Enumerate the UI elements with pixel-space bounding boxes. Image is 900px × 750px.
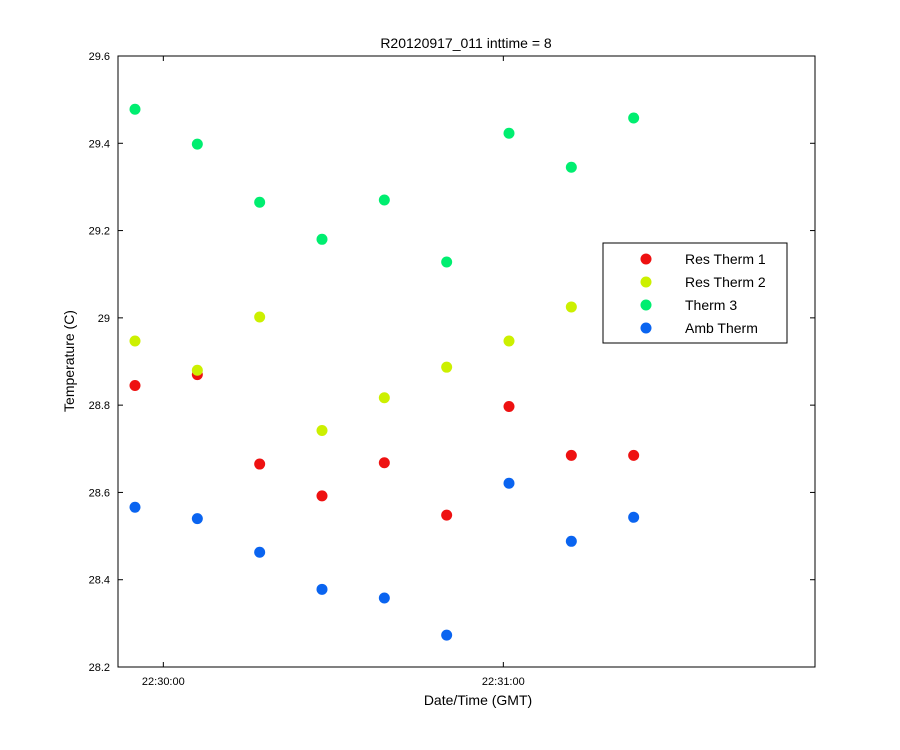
chart-title: R20120917_011 inttime = 8 (380, 35, 552, 51)
legend: Res Therm 1 Res Therm 2 Therm 3 Amb Therm (602, 242, 788, 344)
data-point (441, 361, 453, 373)
data-point (129, 380, 141, 392)
legend-label: Therm 3 (685, 297, 737, 313)
legend-label: Res Therm 2 (685, 274, 766, 290)
data-point (503, 400, 515, 412)
data-point (191, 364, 203, 376)
data-point (316, 583, 328, 595)
data-point (628, 511, 640, 523)
data-point (129, 335, 141, 347)
data-point (565, 449, 577, 461)
data-point (254, 311, 266, 323)
legend-label: Res Therm 1 (685, 251, 766, 267)
legend-marker (640, 299, 652, 311)
data-point (441, 256, 453, 268)
data-point (378, 194, 390, 206)
y-tick-label: 29 (98, 313, 110, 325)
y-tick-label: 29.4 (89, 138, 110, 150)
data-point (191, 513, 203, 525)
data-point (129, 501, 141, 513)
x-tick-label: 22:31:00 (482, 676, 525, 688)
y-tick-label: 29.6 (89, 51, 110, 63)
plot-area (117, 55, 816, 668)
y-tick-label: 28.4 (89, 575, 110, 587)
series-res-therm-2 (129, 301, 577, 436)
data-point (378, 592, 390, 604)
series-therm-3 (129, 103, 640, 268)
y-axis: 28.2 28.4 28.6 28.8 29 29.2 29.4 29.6 (89, 51, 815, 674)
data-point (503, 477, 515, 489)
x-axis-title: Date/Time (GMT) (424, 692, 532, 708)
legend-marker (640, 253, 652, 265)
data-point (441, 629, 453, 641)
legend-marker (640, 276, 652, 288)
data-point (628, 449, 640, 461)
data-point (316, 490, 328, 502)
data-point (191, 138, 203, 150)
data-point (378, 392, 390, 404)
legend-box (602, 242, 788, 344)
data-point (129, 103, 141, 115)
data-point (378, 457, 390, 469)
data-point (565, 535, 577, 547)
data-point (316, 233, 328, 245)
y-tick-label: 28.2 (89, 662, 110, 674)
data-point (316, 424, 328, 436)
data-point (565, 301, 577, 313)
data-point (254, 458, 266, 470)
y-axis-title: Temperature (C) (61, 310, 77, 412)
legend-label: Amb Therm (685, 320, 758, 336)
data-point (254, 196, 266, 208)
x-tick-label: 22:30:00 (142, 676, 185, 688)
y-tick-label: 29.2 (89, 226, 110, 238)
y-tick-label: 28.8 (89, 400, 110, 412)
data-point (503, 127, 515, 139)
data-point (565, 161, 577, 173)
data-point (441, 509, 453, 521)
series-amb-therm (129, 477, 640, 641)
data-point (254, 546, 266, 558)
x-axis: 22:30:00 22:31:00 (142, 56, 525, 688)
y-tick-label: 28.6 (89, 487, 110, 499)
legend-marker (640, 322, 652, 334)
data-point (503, 335, 515, 347)
data-points (129, 103, 640, 641)
data-point (628, 112, 640, 124)
